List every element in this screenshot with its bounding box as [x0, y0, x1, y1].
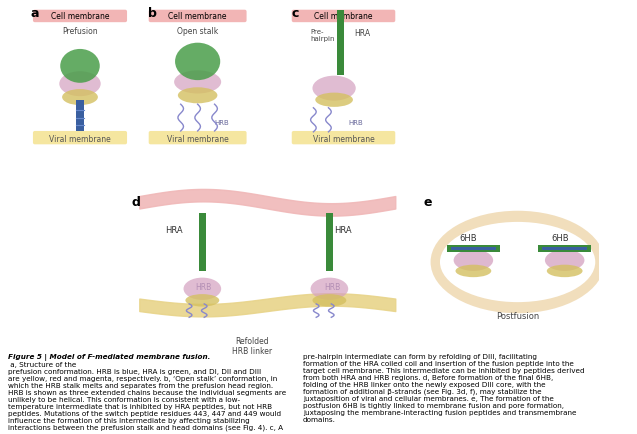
Text: a, Structure of the
prefusion conformation. HRB is blue, HRA is green, and DI, D: a, Structure of the prefusion conformati… [8, 361, 286, 431]
Ellipse shape [431, 211, 605, 313]
Ellipse shape [455, 265, 491, 277]
Text: Cell membrane: Cell membrane [168, 13, 227, 21]
Text: Cell membrane: Cell membrane [51, 13, 110, 21]
Ellipse shape [62, 90, 98, 106]
Text: Open stalk: Open stalk [177, 26, 218, 36]
Text: Refolded
HRB linker: Refolded HRB linker [232, 336, 272, 355]
FancyBboxPatch shape [326, 214, 333, 271]
Ellipse shape [313, 294, 347, 307]
Text: Viral membrane: Viral membrane [167, 135, 229, 144]
Text: HRA: HRA [334, 225, 352, 234]
Text: b: b [148, 7, 157, 20]
FancyBboxPatch shape [199, 214, 206, 271]
FancyBboxPatch shape [148, 132, 247, 145]
Text: e: e [424, 196, 432, 209]
Text: HRB: HRB [348, 120, 363, 126]
FancyBboxPatch shape [447, 246, 500, 253]
Ellipse shape [545, 250, 584, 271]
Ellipse shape [185, 294, 219, 307]
Text: Viral membrane: Viral membrane [49, 135, 111, 144]
Text: HRA: HRA [354, 30, 370, 38]
Ellipse shape [61, 50, 100, 84]
FancyBboxPatch shape [33, 132, 127, 145]
Ellipse shape [175, 43, 220, 81]
Text: Prefusion: Prefusion [62, 26, 98, 36]
Ellipse shape [174, 71, 221, 94]
FancyBboxPatch shape [542, 247, 587, 251]
Ellipse shape [454, 250, 493, 271]
FancyBboxPatch shape [148, 11, 247, 23]
Text: Cell membrane: Cell membrane [314, 13, 373, 21]
Ellipse shape [315, 93, 353, 108]
FancyBboxPatch shape [538, 246, 591, 253]
Text: a: a [30, 7, 39, 20]
Text: 6HB: 6HB [551, 234, 569, 243]
Text: d: d [132, 196, 141, 209]
Ellipse shape [547, 265, 583, 277]
Ellipse shape [59, 72, 101, 97]
Text: HRA: HRA [165, 225, 182, 234]
FancyBboxPatch shape [337, 11, 343, 76]
FancyBboxPatch shape [292, 11, 396, 23]
Text: Pre-
hairpin: Pre- hairpin [311, 30, 335, 43]
Text: pre-hairpin intermediate can form by refolding of DIII, facilitating
formation o: pre-hairpin intermediate can form by ref… [303, 353, 585, 422]
FancyBboxPatch shape [76, 101, 83, 132]
FancyBboxPatch shape [451, 247, 496, 251]
Text: HRB: HRB [325, 282, 341, 291]
FancyBboxPatch shape [292, 132, 396, 145]
Ellipse shape [313, 76, 355, 102]
Text: HRB: HRB [195, 282, 211, 291]
Text: c: c [292, 7, 299, 20]
Ellipse shape [440, 222, 595, 302]
Text: Figure 5 | Model of F-mediated membrane fusion.: Figure 5 | Model of F-mediated membrane … [8, 353, 210, 360]
Ellipse shape [311, 278, 348, 300]
Ellipse shape [183, 278, 221, 300]
Ellipse shape [178, 88, 217, 104]
Text: 6HB: 6HB [460, 234, 478, 243]
Text: Viral membrane: Viral membrane [313, 135, 375, 144]
FancyBboxPatch shape [33, 11, 127, 23]
Text: HRB: HRB [215, 120, 229, 126]
Text: Postfusion: Postfusion [496, 311, 540, 320]
